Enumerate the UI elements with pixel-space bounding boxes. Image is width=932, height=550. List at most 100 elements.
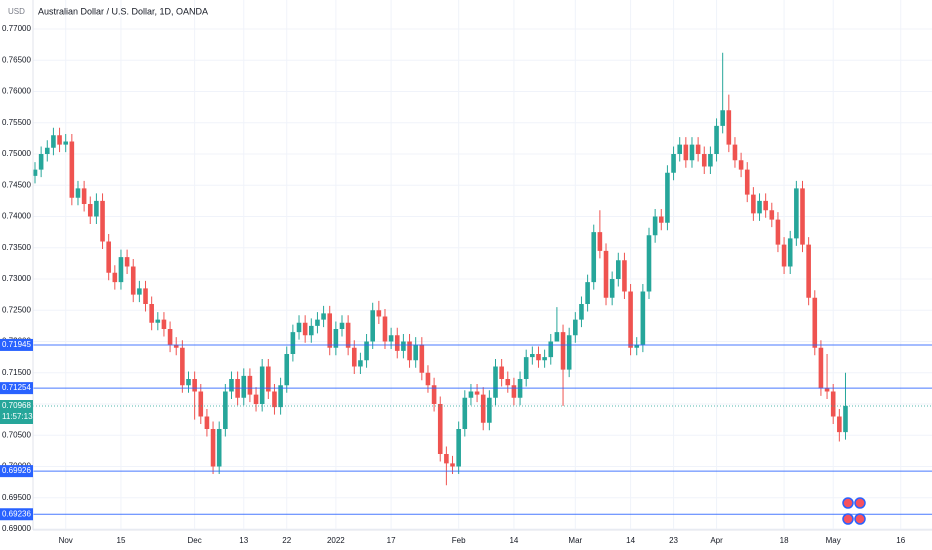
candle-body [530, 354, 535, 358]
candle-body [351, 347, 357, 367]
candle-body [87, 204, 93, 217]
candle-body [290, 332, 296, 354]
candle-body [259, 366, 265, 404]
candle-body [167, 329, 173, 345]
candle-body [646, 235, 652, 292]
candle-body [579, 304, 584, 320]
candle-body [180, 347, 185, 386]
x-tick-label: 18 [780, 536, 789, 545]
x-tick-label: 22 [282, 536, 291, 545]
candle-body [474, 391, 480, 395]
x-tick-label: 13 [239, 536, 248, 545]
level-label: 0.69926 [2, 466, 31, 475]
candle-body [714, 125, 719, 154]
candle-body [566, 335, 572, 370]
candle-body [370, 310, 375, 342]
candle-body [394, 335, 400, 351]
candle-body [523, 357, 529, 379]
x-tick-label: 17 [387, 536, 396, 545]
candle-body [757, 200, 762, 214]
candle-body [388, 335, 394, 342]
candle-body [284, 354, 290, 386]
event-icons [842, 497, 866, 525]
candle-body [444, 454, 449, 464]
x-tick-label: Feb [452, 536, 466, 545]
candle-body [480, 394, 486, 423]
candle-body [794, 188, 799, 239]
candle-body [560, 332, 566, 370]
candle-body [210, 429, 216, 467]
level-label: 0.71945 [2, 340, 31, 349]
candle-body [505, 379, 511, 386]
candle-body [143, 288, 148, 304]
candle-body [616, 260, 621, 279]
candle-body [155, 319, 161, 323]
candle-body [44, 147, 50, 154]
x-tick-label: 2022 [327, 536, 345, 545]
candle-body [247, 375, 253, 395]
candles [32, 52, 848, 486]
candle-body [806, 244, 811, 298]
candle-body [315, 319, 320, 326]
candle-body [456, 429, 461, 467]
candle-body [542, 357, 547, 361]
candle-body [732, 144, 738, 161]
candle-body [554, 332, 560, 342]
candle-body [51, 135, 56, 148]
y-tick-label: 0.76000 [2, 87, 31, 96]
candle-body [830, 391, 836, 417]
candle-body [112, 272, 118, 283]
candle-body [382, 316, 388, 342]
candle-body [321, 313, 326, 320]
y-tick-label: 0.75500 [2, 118, 31, 127]
last-price-box [0, 400, 33, 424]
candle-body [468, 391, 474, 398]
level-label: 0.71254 [2, 383, 31, 392]
candle-body [665, 172, 670, 223]
candle-body [419, 344, 425, 373]
countdown-label: 11:57:13 [2, 412, 33, 421]
candle-body [689, 144, 695, 161]
candle-body [628, 291, 633, 348]
x-tick-label: 23 [669, 536, 678, 545]
candle-body [69, 141, 75, 198]
candle-body [450, 463, 455, 467]
candle-body [812, 297, 818, 348]
y-tick-label: 0.73000 [2, 274, 31, 283]
candle-body [358, 360, 363, 367]
levels [33, 344, 932, 515]
candle-body [683, 144, 689, 161]
y-tick-label: 0.69000 [2, 524, 31, 533]
candle-body [603, 250, 609, 298]
x-tick-label: 15 [117, 536, 126, 545]
level-label-box [0, 382, 33, 395]
candle-body [658, 216, 664, 223]
candle-body [493, 366, 498, 398]
event-icon [842, 513, 854, 525]
candle-body [775, 219, 781, 245]
candle-body [652, 216, 658, 236]
candle-body [376, 310, 382, 317]
candle-body [536, 354, 541, 361]
candle-body [333, 329, 339, 348]
candle-body [818, 347, 824, 389]
candle-body [708, 154, 713, 167]
candle-body [124, 257, 130, 267]
candle-body [431, 385, 437, 404]
candle-body [32, 169, 38, 176]
candle-body [339, 322, 345, 329]
candle-body [149, 304, 154, 323]
candle-body [548, 341, 554, 358]
x-tick-label: 14 [626, 536, 635, 545]
candle-body [137, 288, 142, 295]
candle-body [769, 210, 775, 220]
last-price-label: 0.70968 [2, 401, 31, 410]
candle-body [63, 141, 68, 145]
chart-title: Australian Dollar / U.S. Dollar, 1D, OAN… [38, 6, 208, 16]
candle-body [738, 160, 744, 170]
candle-body [573, 319, 578, 336]
candle-body [751, 194, 756, 214]
x-tick-label: Mar [568, 536, 582, 545]
candle-body [413, 344, 418, 361]
